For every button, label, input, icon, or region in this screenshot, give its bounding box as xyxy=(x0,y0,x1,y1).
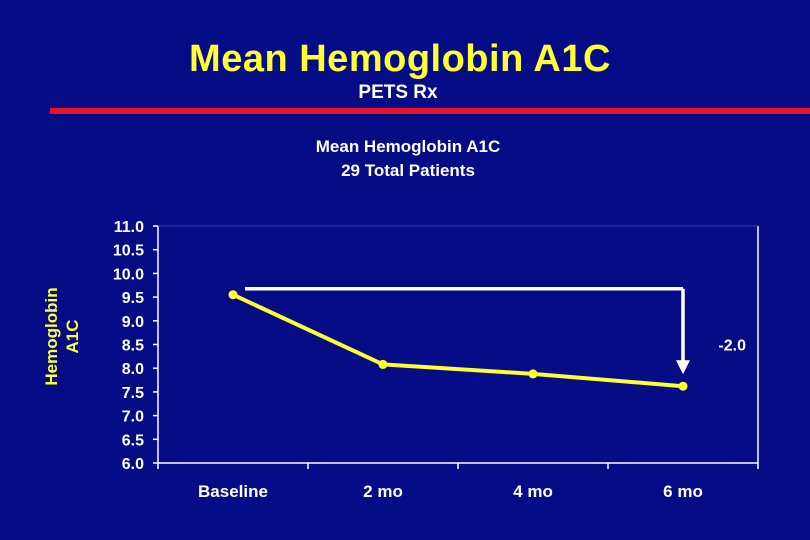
chart-subtitle: 29 Total Patients xyxy=(341,161,475,180)
x-axis-ticks: Baseline 2 mo 4 mo 6 mo xyxy=(157,463,759,501)
y-tick-label: 8.5 xyxy=(122,338,144,355)
chart-axes xyxy=(157,225,759,464)
data-point xyxy=(378,359,388,369)
y-axis-ticks: 6.0 6.5 7.0 7.5 8.0 8.5 9.0 9.5 10.0 10.5 11.0 xyxy=(113,219,158,473)
annotation-label: -2.0 xyxy=(718,337,746,354)
y-tick-label: 7.5 xyxy=(122,385,144,402)
y-tick-label: 10.0 xyxy=(113,266,144,283)
data-series xyxy=(228,290,688,391)
y-tick-label: 6.5 xyxy=(122,432,144,449)
annotation-arrow-head xyxy=(676,360,690,375)
y-axis-label-line: A1C xyxy=(63,319,82,353)
x-tick-label: 6 mo xyxy=(663,482,703,501)
y-tick-label: 9.5 xyxy=(122,290,144,307)
y-tick-label: 10.5 xyxy=(113,243,144,260)
data-point xyxy=(528,369,538,379)
slide-subtitle: PETS Rx xyxy=(358,82,438,103)
y-axis-label-line: Hemoglobin xyxy=(42,287,61,385)
x-tick-label: 2 mo xyxy=(363,482,403,501)
chart-title: Mean Hemoglobin A1C xyxy=(316,137,501,156)
x-tick-label: 4 mo xyxy=(513,482,553,501)
data-point xyxy=(678,381,688,391)
y-axis-label: Hemoglobin A1C xyxy=(42,287,82,385)
change-annotation: -2.0 xyxy=(245,286,746,375)
y-tick-label: 8.0 xyxy=(122,361,144,378)
data-point xyxy=(228,290,238,300)
title-divider xyxy=(50,108,810,114)
y-tick-label: 7.0 xyxy=(122,409,144,426)
y-tick-label: 9.0 xyxy=(122,314,144,331)
x-tick-label: Baseline xyxy=(198,482,268,501)
y-tick-label: 6.0 xyxy=(122,456,144,473)
slide-title: Mean Hemoglobin A1C xyxy=(189,38,611,80)
series-line xyxy=(232,292,684,389)
y-tick-label: 11.0 xyxy=(114,219,144,236)
